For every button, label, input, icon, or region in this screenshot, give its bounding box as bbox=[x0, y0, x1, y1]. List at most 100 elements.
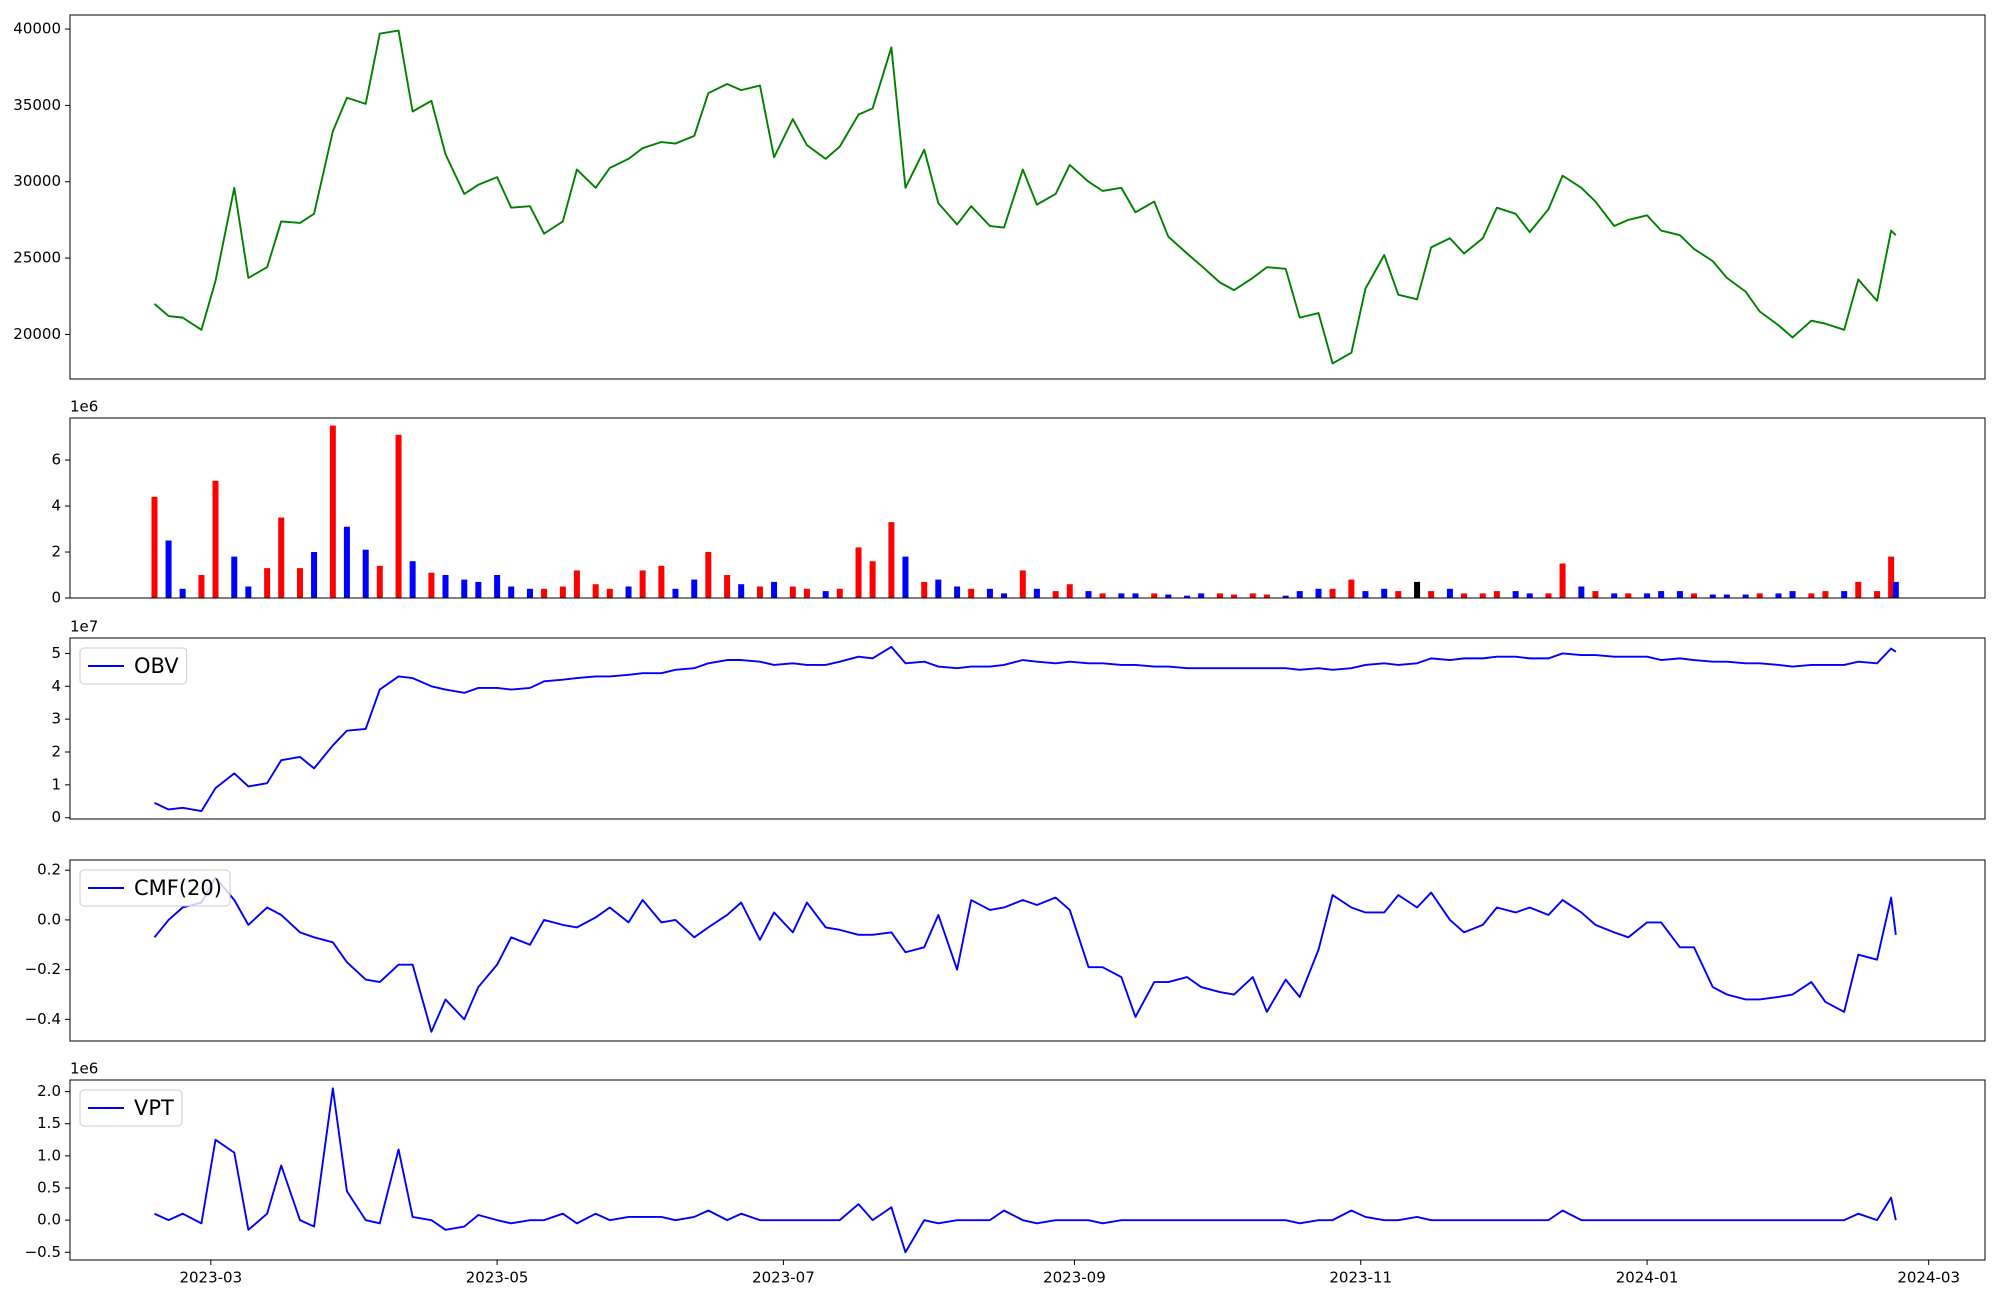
volume-bar bbox=[1184, 595, 1191, 598]
panel: 0 1 2 3 4 5 1e7 OBV bbox=[51, 618, 1986, 826]
volume-bar bbox=[343, 526, 350, 598]
plot-frame bbox=[69, 859, 1986, 1042]
y-tick-label: 2 bbox=[51, 742, 61, 760]
y-tick-label: 5 bbox=[51, 644, 61, 662]
y-tick-label: 20000 bbox=[13, 325, 61, 343]
y-tick-label: 4 bbox=[51, 497, 61, 515]
y-tick-label: 4 bbox=[51, 677, 61, 695]
axis-offset-text: 1e6 bbox=[70, 398, 98, 416]
volume-bar bbox=[508, 586, 515, 598]
volume-bar bbox=[409, 561, 416, 598]
volume-bar bbox=[921, 581, 928, 598]
panel: 0 2 4 6 1e6 bbox=[51, 398, 1986, 607]
volume-bar bbox=[855, 547, 862, 598]
volume-bar bbox=[1592, 591, 1599, 598]
volume-bar bbox=[1578, 586, 1585, 598]
line bbox=[153, 29, 1897, 365]
volume-bar bbox=[1559, 563, 1566, 598]
volume-bar bbox=[1296, 591, 1303, 598]
volume-bar bbox=[212, 480, 219, 598]
volume-bar bbox=[1414, 581, 1421, 598]
volume-bar bbox=[822, 591, 829, 598]
volume-bar bbox=[264, 568, 271, 598]
volume-bar bbox=[1019, 570, 1026, 598]
x-tick-label: 2023-05 bbox=[466, 1269, 529, 1287]
volume-bar bbox=[376, 565, 383, 598]
volume-bar bbox=[526, 588, 533, 598]
y-tick-label: 2 bbox=[51, 543, 61, 561]
legend: CMF(20) bbox=[79, 869, 231, 907]
volume-bar bbox=[151, 496, 158, 598]
volume-bar bbox=[1362, 591, 1369, 598]
y-tick-label: 1.5 bbox=[37, 1114, 61, 1132]
volume-bar bbox=[1545, 593, 1552, 598]
volume-bar bbox=[1348, 579, 1355, 598]
volume-bar bbox=[1742, 594, 1749, 598]
volume-bar bbox=[1033, 588, 1040, 598]
volume-bar bbox=[442, 575, 449, 598]
y-tick-label: 3 bbox=[51, 710, 61, 728]
volume-bar bbox=[1888, 556, 1895, 598]
y-tick-label: 0 bbox=[51, 589, 61, 607]
volume-bar bbox=[724, 575, 731, 598]
volume-bar bbox=[836, 588, 843, 598]
y-tick-label: 30000 bbox=[13, 172, 61, 190]
volume-bar bbox=[1099, 593, 1106, 598]
plot-frame bbox=[69, 637, 1986, 820]
volume-bar bbox=[296, 568, 303, 598]
volume-bar bbox=[1052, 591, 1059, 598]
volume-bar bbox=[1756, 593, 1763, 598]
legend-box bbox=[79, 647, 188, 685]
plot-frame bbox=[69, 417, 1986, 599]
volume-bar bbox=[1709, 594, 1716, 598]
panel: −0.5 0.0 0.5 1.0 1.5 2.0 1e6 VPT 2023-03 2023-05 2… bbox=[25, 1060, 1986, 1287]
y-tick-label: 40000 bbox=[13, 20, 61, 38]
volume-bar bbox=[1282, 595, 1289, 598]
volume-bar bbox=[691, 579, 698, 598]
volume-bar bbox=[705, 552, 712, 598]
panel: −0.4 −0.2 0.0 0.2 CMF(20) bbox=[25, 859, 1986, 1042]
volume-bar bbox=[1808, 593, 1815, 598]
volume-bar bbox=[625, 586, 632, 598]
volume-bar bbox=[1066, 584, 1073, 598]
volume-bar bbox=[362, 549, 369, 598]
volume-bar bbox=[541, 588, 548, 598]
volume-bar bbox=[1690, 593, 1697, 598]
plot-frame bbox=[69, 14, 1986, 380]
volume-bar bbox=[935, 579, 942, 598]
volume-bar bbox=[1855, 581, 1862, 598]
volume-bar bbox=[789, 586, 796, 598]
panel: 20000 25000 30000 35000 40000 bbox=[13, 14, 1986, 380]
y-tick-label: 2.0 bbox=[37, 1082, 61, 1100]
volume-bar bbox=[1263, 594, 1270, 598]
volume-bar bbox=[1118, 593, 1125, 598]
volume-bar bbox=[1526, 593, 1533, 598]
volume-bar bbox=[278, 517, 285, 598]
volume-bar bbox=[1198, 593, 1205, 598]
legend-label: CMF(20) bbox=[134, 876, 222, 900]
volume-bar bbox=[1001, 593, 1008, 598]
volume-bar bbox=[179, 588, 186, 598]
x-tick-label: 2024-03 bbox=[1897, 1269, 1960, 1287]
x-tick-label: 2023-07 bbox=[752, 1269, 815, 1287]
volume-bar bbox=[1512, 591, 1519, 598]
y-tick-label: −0.4 bbox=[25, 1010, 61, 1028]
plot-frame bbox=[69, 1079, 1986, 1261]
volume-bar bbox=[1644, 593, 1651, 598]
volume-bar bbox=[1493, 591, 1500, 598]
volume-bar bbox=[475, 581, 482, 598]
volume-bar bbox=[1165, 594, 1172, 598]
volume-bar bbox=[1874, 591, 1881, 598]
y-tick-label: −0.5 bbox=[25, 1243, 61, 1261]
volume-bar bbox=[738, 584, 745, 598]
line bbox=[154, 645, 1897, 813]
y-tick-label: 6 bbox=[51, 451, 61, 469]
line bbox=[154, 1087, 1897, 1254]
axis-offset-text: 1e7 bbox=[70, 618, 98, 636]
volume-bar bbox=[888, 522, 895, 598]
volume-bar bbox=[494, 575, 501, 598]
volume-bar bbox=[1329, 588, 1336, 598]
volume-bar bbox=[461, 579, 468, 598]
volume-bar bbox=[1822, 591, 1829, 598]
